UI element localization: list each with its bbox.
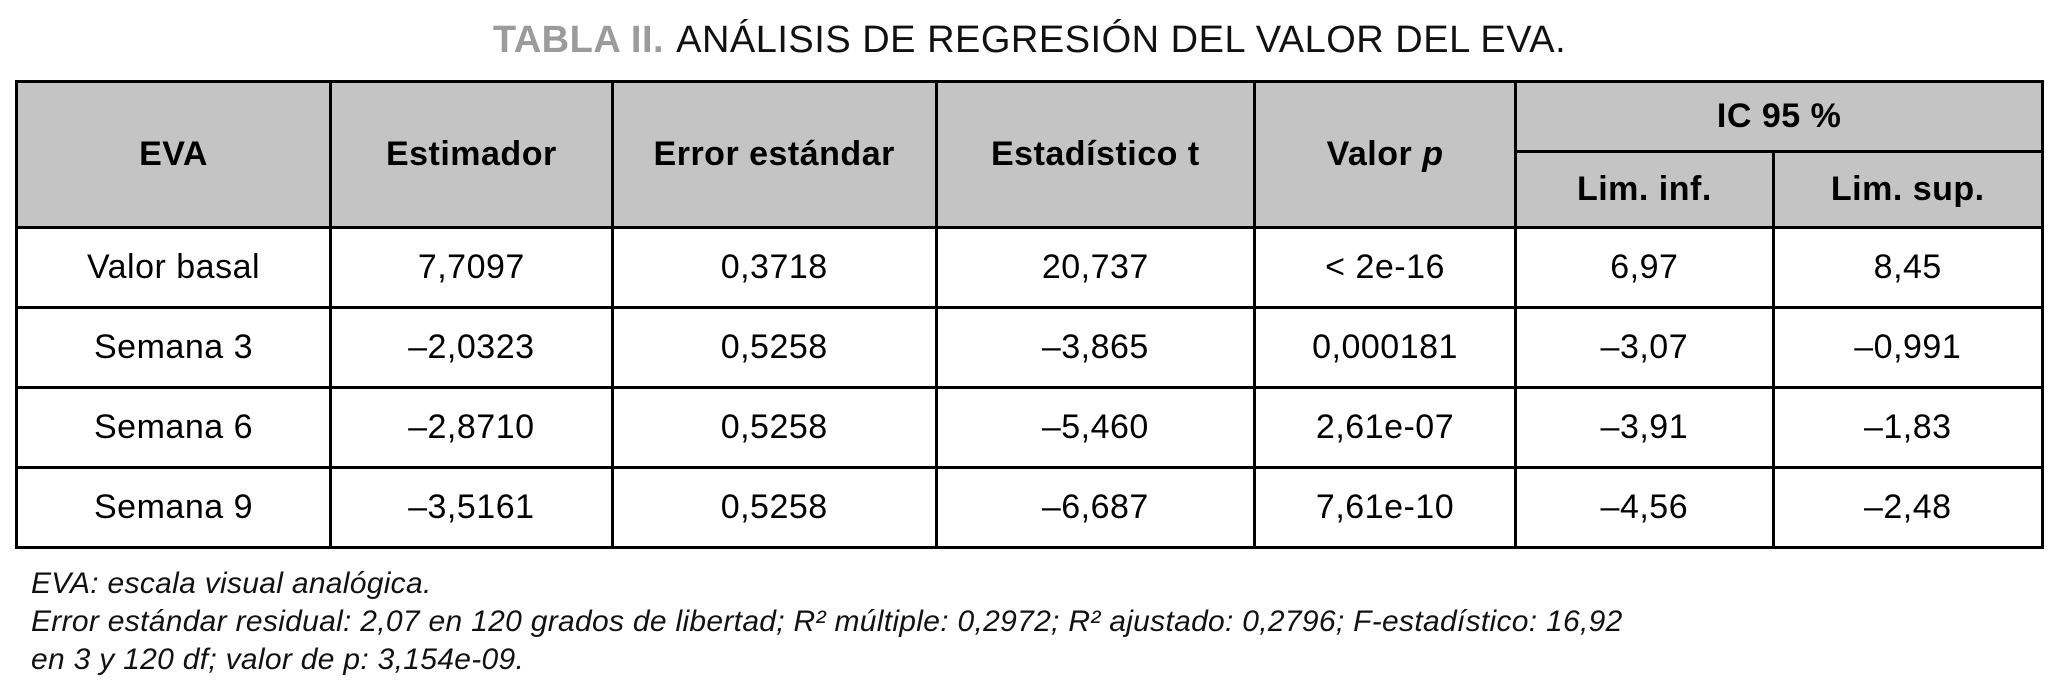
cell-estadistico-t: 20,737 [934, 226, 1256, 309]
table-title-label: TABLA II. [492, 19, 665, 61]
cell-estimador: –2,8710 [329, 386, 614, 469]
header-valor-p: Valor p [1252, 80, 1518, 229]
cell-lim-sup: –1,83 [1771, 386, 2044, 469]
cell-error-estandar: 0,5258 [610, 466, 938, 549]
cell-estadistico-t: –3,865 [934, 306, 1256, 389]
cell-lim-sup: 8,45 [1771, 226, 2044, 309]
cell-valor-p: 0,000181 [1252, 306, 1518, 389]
cell-estimador: –3,5161 [329, 466, 614, 549]
header-error-estandar: Error estándar [610, 80, 938, 229]
header-row-main: EVA Estimador Error estándar Estadístico… [14, 80, 2044, 229]
cell-estadistico-t: –6,687 [934, 466, 1256, 549]
cell-valor-p: 7,61e-10 [1252, 466, 1518, 549]
header-estadistico-t: Estadístico t [934, 80, 1256, 229]
cell-lim-inf: –4,56 [1514, 466, 1775, 549]
cell-valor-p: < 2e-16 [1252, 226, 1518, 309]
header-valor-p-symbol: p [1422, 135, 1444, 173]
cell-eva: Semana 9 [14, 466, 333, 549]
cell-error-estandar: 0,5258 [610, 386, 938, 469]
cell-estimador: –2,0323 [329, 306, 614, 389]
cell-estadistico-t: –5,460 [934, 386, 1256, 469]
page: TABLA II. ANÁLISIS DE REGRESIÓN DEL VALOR… [14, 16, 2044, 679]
table-row-semana-3: Semana 3 –2,0323 0,5258 –3,865 0,000181 … [14, 306, 2044, 389]
header-ic95: IC 95 % [1514, 80, 2044, 153]
footnotes: EVA: escala visual analógica. Error está… [15, 565, 2044, 679]
cell-lim-sup: –0,991 [1771, 306, 2044, 389]
cell-valor-p: 2,61e-07 [1252, 386, 1518, 469]
header-eva: EVA [14, 80, 333, 229]
cell-error-estandar: 0,3718 [610, 226, 938, 309]
header-row-sub: Lim. inf. Lim. sup. [17, 150, 2044, 229]
footnote-line-1: EVA: escala visual analógica. [31, 567, 432, 600]
regression-table: EVA Estimador Error estándar Estadístico… [14, 80, 2044, 549]
table-row-valor-basal: Valor basal 7,7097 0,3718 20,737 < 2e-16… [14, 226, 2044, 309]
table-row-semana-6: Semana 6 –2,8710 0,5258 –5,460 2,61e-07 … [14, 386, 2044, 469]
cell-lim-sup: –2,48 [1771, 466, 2044, 549]
header-lim-sup: Lim. sup. [1771, 150, 2044, 229]
cell-eva: Semana 3 [14, 306, 333, 389]
table-title-text: ANÁLISIS DE REGRESIÓN DEL VALOR DEL EVA. [676, 19, 1567, 61]
cell-lim-inf: 6,97 [1514, 226, 1775, 309]
cell-lim-inf: –3,91 [1514, 386, 1775, 469]
cell-estimador: 7,7097 [329, 226, 614, 309]
cell-lim-inf: –3,07 [1514, 306, 1775, 389]
table-title: TABLA II. ANÁLISIS DE REGRESIÓN DEL VALOR… [15, 16, 2044, 64]
table-row-semana-9: Semana 9 –3,5161 0,5258 –6,687 7,61e-10 … [14, 466, 2044, 549]
header-estimador: Estimador [329, 80, 614, 229]
cell-error-estandar: 0,5258 [610, 306, 938, 389]
footnote-line-3: en 3 y 120 df; valor de p: 3,154e-09. [31, 643, 525, 676]
header-lim-inf: Lim. inf. [1514, 150, 1775, 229]
cell-eva: Semana 6 [14, 386, 333, 469]
cell-eva: Valor basal [14, 226, 333, 309]
footnote-line-2: Error estándar residual: 2,07 en 120 gra… [31, 605, 1623, 638]
header-valor-p-prefix: Valor [1326, 135, 1413, 173]
